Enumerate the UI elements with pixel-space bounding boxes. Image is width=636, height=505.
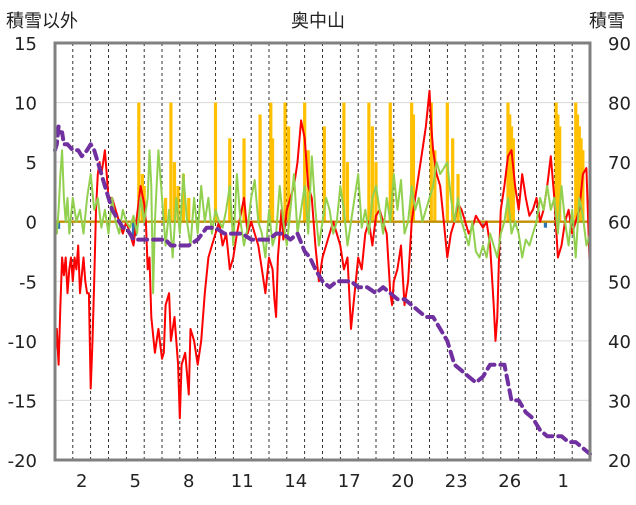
x-tick-label: 17 [338, 471, 361, 492]
precipitation-bar [342, 102, 346, 222]
precipitation-bar [176, 185, 180, 222]
right-tick-label: 90 [608, 34, 631, 55]
right-tick-label: 40 [608, 332, 631, 353]
precipitation-bar [242, 138, 246, 222]
precipitation-bar [283, 102, 287, 222]
precipitation-bar [554, 102, 558, 222]
precipitation-bar [181, 174, 185, 222]
precipitation-bar [574, 102, 578, 222]
precipitation-bar [511, 138, 515, 222]
precipitation-bar [388, 102, 392, 222]
x-tick-label: 11 [231, 471, 254, 492]
precipitation-bar [579, 138, 583, 222]
precipitation-bar [390, 138, 394, 222]
right-axis-label: 積雪 [589, 11, 625, 32]
min-values-bar [543, 221, 548, 228]
precipitation-bar [303, 102, 307, 222]
precipitation-bar [558, 126, 562, 222]
left-tick-label: -5 [19, 272, 37, 293]
precipitation-bar [577, 126, 581, 222]
x-tick-label: 8 [183, 471, 194, 492]
right-tick-label: 20 [608, 451, 631, 472]
plot-border [53, 41, 592, 462]
right-tick-label: 50 [608, 272, 631, 293]
x-tick-label: 5 [130, 471, 141, 492]
precipitation-bar [345, 162, 350, 222]
precipitation-bar [269, 102, 273, 222]
precipitation-bar [213, 102, 218, 222]
right-tick-label: 30 [608, 391, 631, 412]
precipitation-bar [370, 126, 375, 222]
precipitation-bar [451, 138, 455, 222]
precipitation-bar [228, 138, 232, 222]
left-axis-label: 積雪以外 [6, 11, 78, 32]
right-tick-label: 80 [608, 94, 631, 115]
line-marks [53, 89, 592, 456]
precipitation-bar [137, 102, 141, 222]
precipitation-bar [367, 102, 371, 222]
precipitation-bar [270, 138, 275, 222]
precipitation-bar [287, 126, 291, 222]
precipitation-bar [172, 162, 177, 222]
precipitation-bar [433, 150, 437, 222]
x-tick-label: 2 [76, 471, 87, 492]
left-tick-label: 15 [14, 34, 37, 55]
x-tick-label: 20 [391, 471, 414, 492]
min-values-bar [131, 221, 136, 244]
precipitation-bar [429, 102, 433, 222]
precipitation-bar [509, 126, 514, 222]
chart-title: 奥中山 [291, 11, 345, 32]
left-tick-label: 0 [26, 213, 37, 234]
left-tick-label: 10 [14, 94, 37, 115]
precipitation-bar [581, 150, 585, 222]
precipitation-bar [163, 197, 168, 222]
precipitation-bar [258, 114, 262, 222]
x-tick-label: 26 [498, 471, 521, 492]
precipitation-bar [410, 102, 414, 222]
left-tick-label: -15 [8, 391, 37, 412]
right-tick-label: 60 [608, 213, 631, 234]
precipitation-bar [508, 114, 512, 222]
precipitation-bar [556, 114, 560, 222]
x-tick-label: 23 [445, 471, 468, 492]
precipitation-bar [411, 114, 416, 222]
x-tick-label: 1 [558, 471, 569, 492]
min-values-bar [56, 221, 61, 229]
precipitation-bar [169, 102, 173, 222]
left-tick-label: -20 [8, 451, 37, 472]
other-series-line [54, 149, 591, 295]
right-tick-label: 70 [608, 153, 631, 174]
precipitation-bar [187, 197, 191, 222]
precipitation-bar [575, 114, 580, 222]
plot-frame [53, 41, 592, 462]
precipitation-bar [322, 126, 326, 222]
left-tick-label: -10 [8, 332, 37, 353]
snow-depth-series-line [53, 124, 592, 456]
x-tick-label: 14 [284, 471, 307, 492]
left-tick-label: 5 [26, 153, 37, 174]
